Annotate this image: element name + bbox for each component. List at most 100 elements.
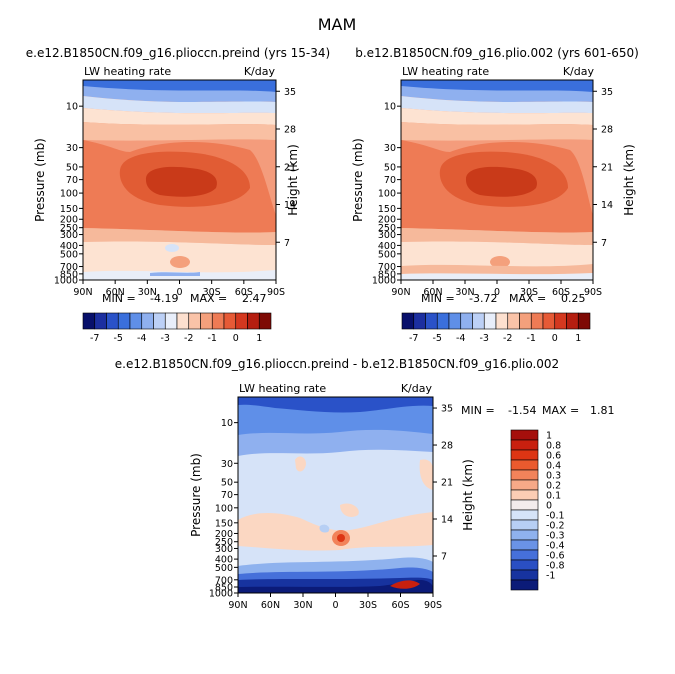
- colorbar-swatch: [519, 312, 532, 330]
- y-tick-label: 850: [215, 582, 233, 593]
- panel-b-max-label: MAX =: [509, 292, 546, 305]
- panel-c-y2-axis-label: Height (km): [461, 459, 475, 530]
- y-tick-label: 70: [221, 490, 233, 501]
- panel-b-field: [401, 80, 593, 280]
- colorbar-swatch: [554, 312, 567, 330]
- panel-c-min-label: MIN =: [461, 404, 495, 417]
- x-tick-label: 60S: [552, 287, 570, 298]
- colorbar-label: -0.6: [546, 551, 565, 562]
- x-tick-label: 30S: [359, 600, 377, 611]
- colorbar-label: 1: [575, 333, 581, 344]
- y-tick-label: 30: [66, 143, 78, 154]
- x-tick-label: 30N: [293, 600, 312, 611]
- y-tick-label: 30: [384, 143, 396, 154]
- colorbar-label: 0.1: [546, 491, 561, 502]
- contour-fill: [83, 228, 276, 245]
- y-tick-label: 50: [221, 478, 233, 489]
- y-tick-label: 100: [378, 189, 396, 200]
- colorbar-swatch: [200, 312, 213, 330]
- colorbar-swatch: [510, 509, 539, 521]
- x-tick-label: 60N: [261, 600, 280, 611]
- y2-tick-label: 35: [441, 404, 453, 415]
- contour-fill: [83, 96, 276, 114]
- y-tick-label: 200: [60, 215, 78, 226]
- colorbar-swatch: [510, 539, 539, 551]
- colorbar-swatch: [211, 312, 225, 330]
- y2-tick-label: 35: [284, 87, 296, 98]
- panel-c-title: e.e12.B1850CN.f09_g16.plioccn.preind - b…: [115, 357, 559, 371]
- colorbar-swatch: [542, 312, 556, 330]
- y-tick-label: 700: [378, 262, 396, 273]
- panel-a-y2-axis-label: Height (km): [286, 144, 300, 215]
- colorbar-swatch: [188, 312, 201, 330]
- x-tick-label: 90N: [73, 287, 92, 298]
- y-tick-label: 50: [66, 162, 78, 173]
- y-tick-label: 500: [60, 249, 78, 260]
- contour-fill: [150, 272, 200, 276]
- y2-tick-label: 7: [441, 552, 447, 563]
- panel-b-min-value: -3.72: [469, 292, 497, 305]
- colorbar-swatch: [401, 312, 415, 330]
- contour-fill: [295, 456, 306, 472]
- y-tick-label: 500: [378, 249, 396, 260]
- y2-tick-label: 14: [601, 200, 613, 211]
- panel-b-y2-axis-label: Height (km): [622, 144, 636, 215]
- colorbar-label: -0.1: [546, 511, 565, 522]
- colorbar-swatch: [94, 312, 107, 330]
- colorbar-swatch: [82, 312, 96, 330]
- y-tick-label: 150: [60, 204, 78, 215]
- panel-a-axes: 90N 60N 30N 0 30S 60S 90S103050701001502002503…: [54, 87, 296, 298]
- colorbar-swatch: [141, 312, 154, 330]
- colorbar-label: 0.6: [546, 451, 561, 462]
- panel-a-min-label: MIN =: [102, 292, 136, 305]
- contour-fill: [340, 503, 359, 517]
- colorbar-swatch: [510, 459, 539, 471]
- colorbar-swatch: [510, 469, 539, 481]
- x-tick-label: 30S: [520, 287, 538, 298]
- y-tick-label: 150: [215, 518, 233, 529]
- y-tick-label: 1000: [209, 589, 233, 600]
- x-tick-label: 60N: [106, 287, 125, 298]
- x-tick-label: 90N: [391, 287, 410, 298]
- y-tick-label: 150: [378, 204, 396, 215]
- x-tick-label: 30N: [138, 287, 157, 298]
- panel-b-title: b.e12.B1850CN.f09_g16.plio.002 (yrs 601-…: [355, 46, 639, 60]
- panel-b: b.e12.B1850CN.f09_g16.plio.002 (yrs 601-…: [351, 46, 639, 344]
- contour-fill: [401, 273, 593, 280]
- colorbar-label: 0.4: [546, 461, 561, 472]
- colorbar-label: -7: [90, 333, 99, 344]
- colorbar-swatch: [495, 312, 509, 330]
- x-tick-label: 90N: [228, 600, 247, 611]
- colorbar-swatch: [566, 312, 579, 330]
- contour-fill: [490, 256, 510, 268]
- y-tick-label: 100: [60, 189, 78, 200]
- panel-b-max-value: 0.25: [561, 292, 586, 305]
- contour-fill: [401, 108, 593, 125]
- contour-fill: [145, 166, 217, 197]
- y-tick-label: 200: [378, 215, 396, 226]
- panel-c-max-label: MAX =: [542, 404, 579, 417]
- contour-fill: [401, 122, 593, 141]
- y-tick-label: 400: [215, 555, 233, 566]
- colorbar-swatch: [129, 312, 143, 330]
- panel-c-max-value: 1.81: [590, 404, 615, 417]
- x-tick-label: 30S: [203, 287, 221, 298]
- y-tick-label: 30: [221, 459, 233, 470]
- x-tick-label: 60S: [235, 287, 253, 298]
- panel-b-min-label: MIN =: [421, 292, 455, 305]
- colorbar-swatch: [223, 312, 237, 330]
- colorbar-swatch: [247, 312, 260, 330]
- colorbar-label: -2: [503, 333, 512, 344]
- colorbar-label: -0.8: [546, 561, 565, 572]
- figure-title: MAM: [318, 15, 357, 34]
- panel-c-field-label: LW heating rate: [239, 382, 326, 395]
- y2-tick-label: 14: [441, 515, 453, 526]
- colorbar-label: 1: [256, 333, 262, 344]
- colorbar-swatch: [425, 312, 438, 330]
- y-tick-label: 850: [378, 269, 396, 280]
- y2-tick-label: 28: [441, 441, 453, 452]
- colorbar-swatch: [510, 429, 539, 441]
- colorbar-swatch: [510, 519, 539, 531]
- y-tick-label: 400: [60, 241, 78, 252]
- colorbar-label: -0.4: [546, 541, 565, 552]
